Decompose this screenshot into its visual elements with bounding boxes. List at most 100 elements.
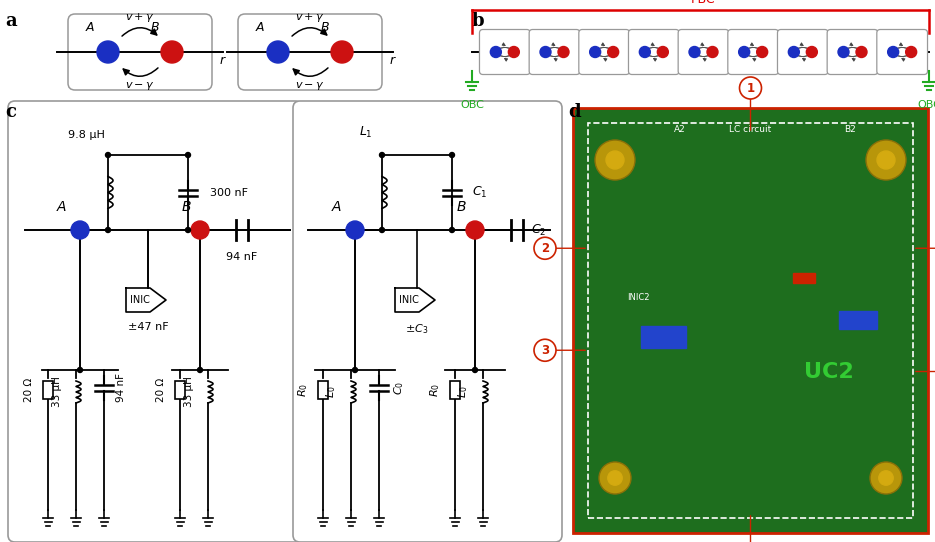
Circle shape: [558, 47, 569, 57]
Circle shape: [866, 140, 906, 180]
Text: c: c: [5, 103, 16, 121]
Circle shape: [191, 221, 209, 239]
Circle shape: [608, 47, 619, 57]
Circle shape: [509, 47, 519, 57]
Bar: [450, 381, 460, 399]
FancyBboxPatch shape: [877, 29, 928, 74]
Circle shape: [185, 152, 191, 158]
Text: $R_0$: $R_0$: [296, 383, 310, 397]
Text: INIC2: INIC2: [626, 294, 649, 302]
FancyBboxPatch shape: [778, 29, 828, 74]
Text: UC2: UC2: [804, 362, 854, 382]
FancyBboxPatch shape: [628, 29, 679, 74]
Bar: [588, 123, 913, 518]
Circle shape: [739, 47, 750, 57]
Text: $B$: $B$: [455, 200, 467, 214]
Bar: [641, 326, 686, 348]
Circle shape: [590, 47, 600, 57]
Circle shape: [879, 471, 893, 485]
Circle shape: [906, 47, 916, 57]
Circle shape: [606, 151, 624, 169]
Text: 94 nF: 94 nF: [116, 373, 126, 403]
Text: 20 Ω: 20 Ω: [24, 378, 34, 402]
Circle shape: [657, 47, 669, 57]
Text: $B$: $B$: [180, 200, 192, 214]
Text: $v-\gamma$: $v-\gamma$: [295, 80, 324, 92]
Text: $L_0$: $L_0$: [324, 386, 338, 398]
Text: 1: 1: [746, 81, 755, 94]
Text: INIC: INIC: [130, 295, 150, 305]
Text: INIC: INIC: [399, 295, 419, 305]
Text: d: d: [568, 103, 581, 121]
FancyBboxPatch shape: [579, 29, 629, 74]
Circle shape: [534, 237, 556, 259]
Text: PBC: PBC: [691, 0, 716, 6]
Bar: [793, 273, 815, 283]
Circle shape: [595, 140, 635, 180]
Text: 33 μH: 33 μH: [184, 377, 194, 408]
Circle shape: [71, 221, 89, 239]
FancyBboxPatch shape: [480, 29, 530, 74]
Circle shape: [352, 367, 357, 372]
Circle shape: [78, 367, 82, 372]
Bar: [840, 311, 877, 329]
Circle shape: [540, 47, 551, 57]
Circle shape: [106, 152, 110, 158]
Circle shape: [380, 228, 384, 233]
Text: b: b: [472, 12, 484, 30]
Text: OBC: OBC: [917, 100, 935, 110]
Text: $A$: $A$: [331, 200, 342, 214]
Text: $\pm C_3$: $\pm C_3$: [406, 322, 428, 336]
Circle shape: [877, 151, 895, 169]
Circle shape: [161, 41, 183, 63]
Circle shape: [838, 47, 849, 57]
FancyBboxPatch shape: [293, 101, 562, 542]
Circle shape: [97, 41, 119, 63]
Circle shape: [346, 221, 364, 239]
Circle shape: [856, 47, 867, 57]
Circle shape: [466, 221, 484, 239]
Text: $v+\gamma$: $v+\gamma$: [125, 11, 154, 24]
Text: 2: 2: [541, 242, 549, 255]
Text: $R_0$: $R_0$: [428, 383, 442, 397]
Circle shape: [185, 228, 191, 233]
Circle shape: [640, 47, 651, 57]
Text: $B$: $B$: [151, 21, 160, 34]
Text: 20 Ω: 20 Ω: [156, 378, 166, 402]
Circle shape: [806, 47, 817, 57]
Text: $r$: $r$: [389, 54, 396, 67]
FancyBboxPatch shape: [727, 29, 779, 74]
Circle shape: [380, 152, 384, 158]
Circle shape: [689, 47, 700, 57]
Text: a: a: [5, 12, 17, 30]
Text: A2: A2: [673, 126, 685, 134]
FancyBboxPatch shape: [8, 101, 302, 542]
FancyBboxPatch shape: [827, 29, 878, 74]
FancyBboxPatch shape: [573, 108, 928, 533]
Text: 33 μH: 33 μH: [52, 377, 62, 408]
Text: 94 nF: 94 nF: [226, 252, 258, 262]
Text: OBC: OBC: [460, 100, 484, 110]
Bar: [43, 381, 53, 399]
FancyBboxPatch shape: [238, 14, 382, 90]
Text: $A$: $A$: [85, 21, 95, 34]
Circle shape: [197, 367, 203, 372]
Circle shape: [450, 152, 454, 158]
FancyBboxPatch shape: [68, 14, 212, 90]
Text: $L_1$: $L_1$: [359, 125, 373, 140]
Circle shape: [788, 47, 799, 57]
Text: $C_1$: $C_1$: [472, 185, 487, 200]
Circle shape: [331, 41, 353, 63]
Circle shape: [267, 41, 289, 63]
Circle shape: [599, 462, 631, 494]
Circle shape: [106, 228, 110, 233]
Text: $A$: $A$: [255, 21, 266, 34]
Text: $C_2$: $C_2$: [531, 222, 546, 237]
Bar: [318, 381, 328, 399]
Text: $C_0$: $C_0$: [392, 381, 406, 395]
Text: LC circuit: LC circuit: [729, 126, 771, 134]
FancyBboxPatch shape: [529, 29, 580, 74]
Circle shape: [608, 471, 622, 485]
Text: B2: B2: [844, 126, 856, 134]
Text: $B$: $B$: [320, 21, 330, 34]
